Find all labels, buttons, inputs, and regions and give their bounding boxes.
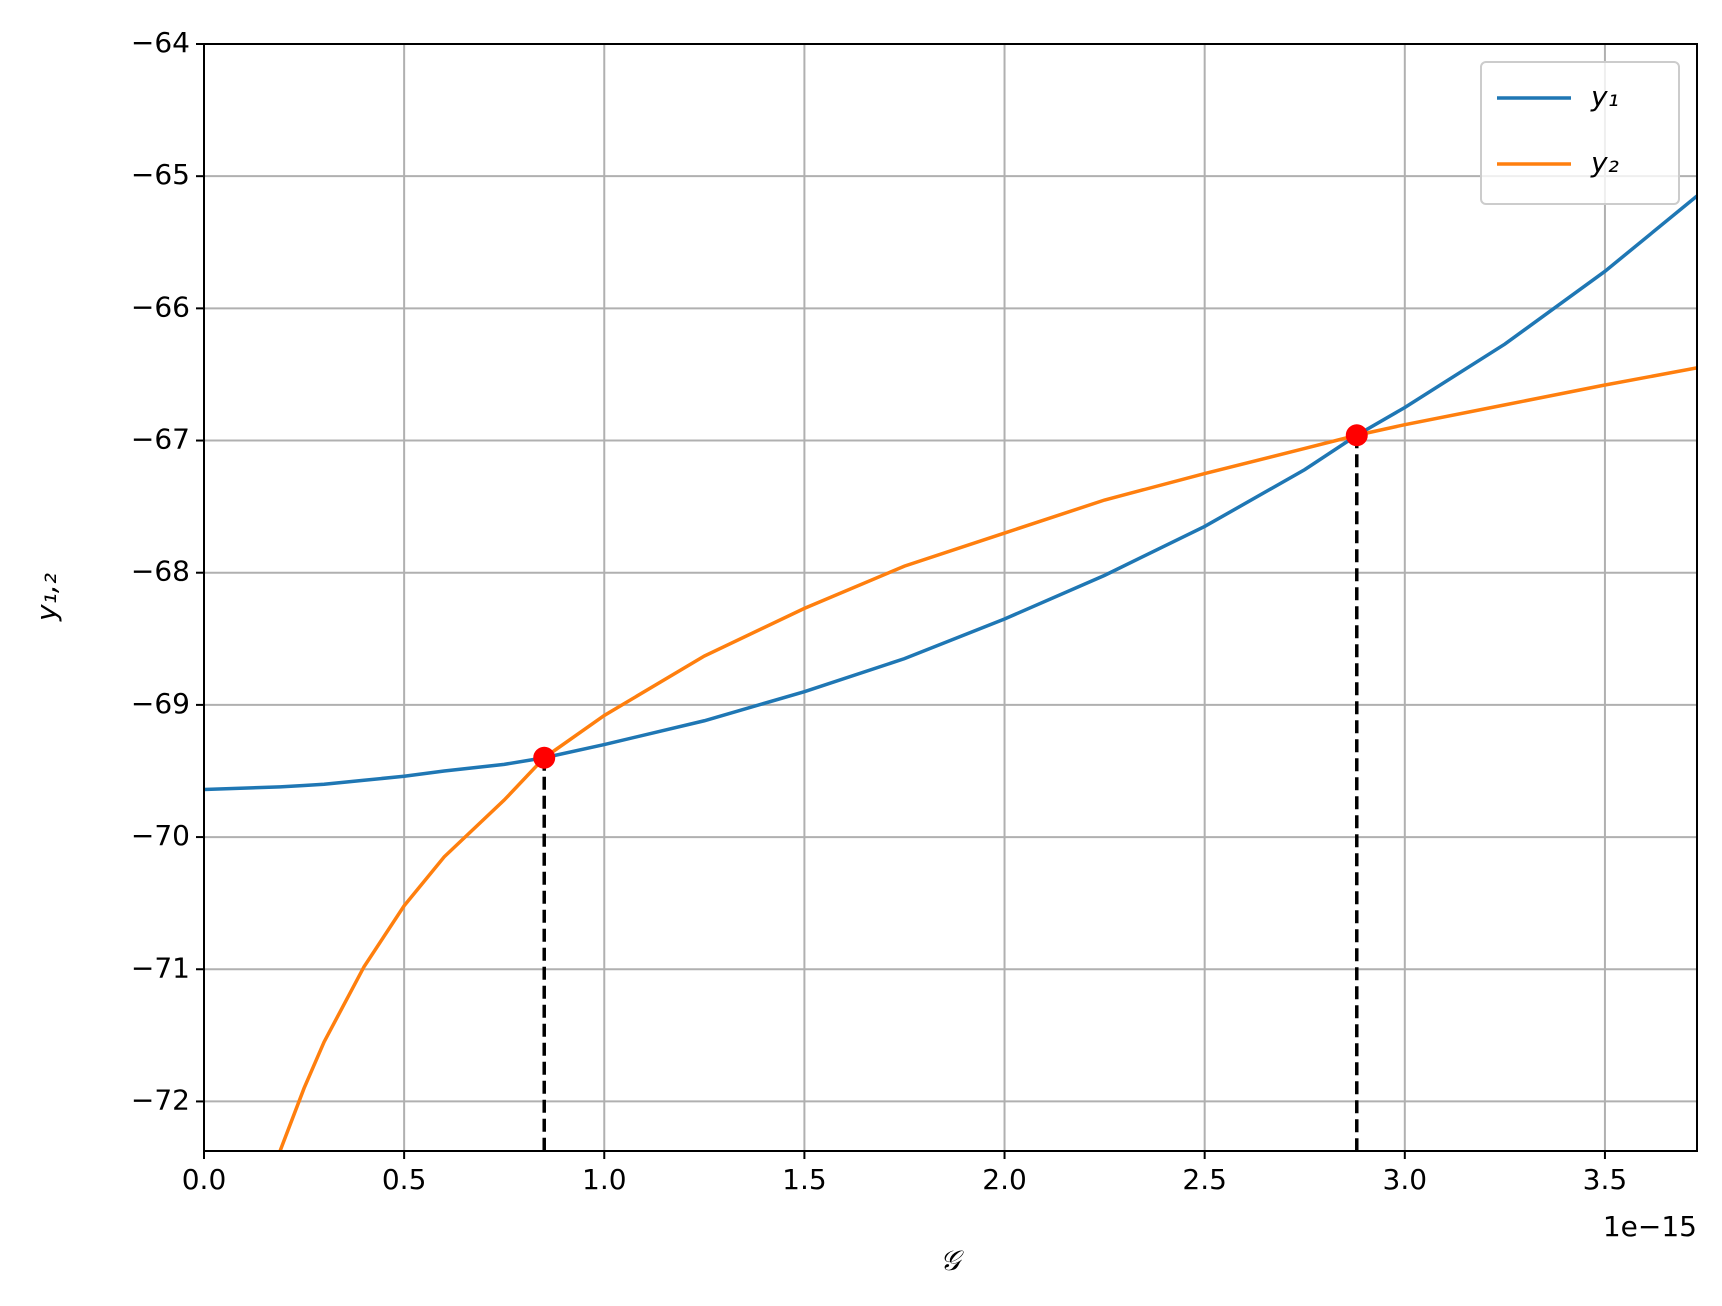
series-line bbox=[278, 366, 1697, 1151]
x-axis-label: 𝒢 bbox=[940, 1244, 964, 1277]
series-line bbox=[204, 194, 1697, 792]
x-offset-label: 1e−15 bbox=[1603, 1210, 1697, 1243]
y-tick-label: −64 bbox=[131, 26, 190, 59]
axes-frame bbox=[203, 43, 1698, 1152]
y-tick-label: −72 bbox=[131, 1083, 190, 1116]
y-axis-label: y₁,₂ bbox=[30, 573, 63, 622]
legend-box bbox=[1480, 61, 1680, 205]
x-tick-label: 3.0 bbox=[1383, 1163, 1428, 1196]
y-tick-label: −65 bbox=[131, 158, 190, 191]
y-tick-label: −70 bbox=[131, 819, 190, 852]
x-tick-label: 1.0 bbox=[582, 1163, 627, 1196]
intersection-point bbox=[1345, 424, 1368, 447]
intersection-point bbox=[533, 746, 556, 769]
x-tick-label: 0.0 bbox=[182, 1163, 227, 1196]
x-tick-label: 1.5 bbox=[782, 1163, 827, 1196]
y-tick-label: −68 bbox=[131, 555, 190, 588]
legend-label: y₂ bbox=[1590, 146, 1619, 179]
x-tick-label: 0.5 bbox=[382, 1163, 427, 1196]
x-tick-label: 2.5 bbox=[1182, 1163, 1227, 1196]
legend-label: y₁ bbox=[1590, 80, 1619, 113]
x-tick-label: 2.0 bbox=[982, 1163, 1027, 1196]
y-tick-label: −69 bbox=[131, 687, 190, 720]
y-tick-label: −66 bbox=[131, 290, 190, 323]
y-tick-label: −71 bbox=[131, 951, 190, 984]
x-tick-label: 3.5 bbox=[1583, 1163, 1628, 1196]
y-tick-label: −67 bbox=[131, 423, 190, 456]
